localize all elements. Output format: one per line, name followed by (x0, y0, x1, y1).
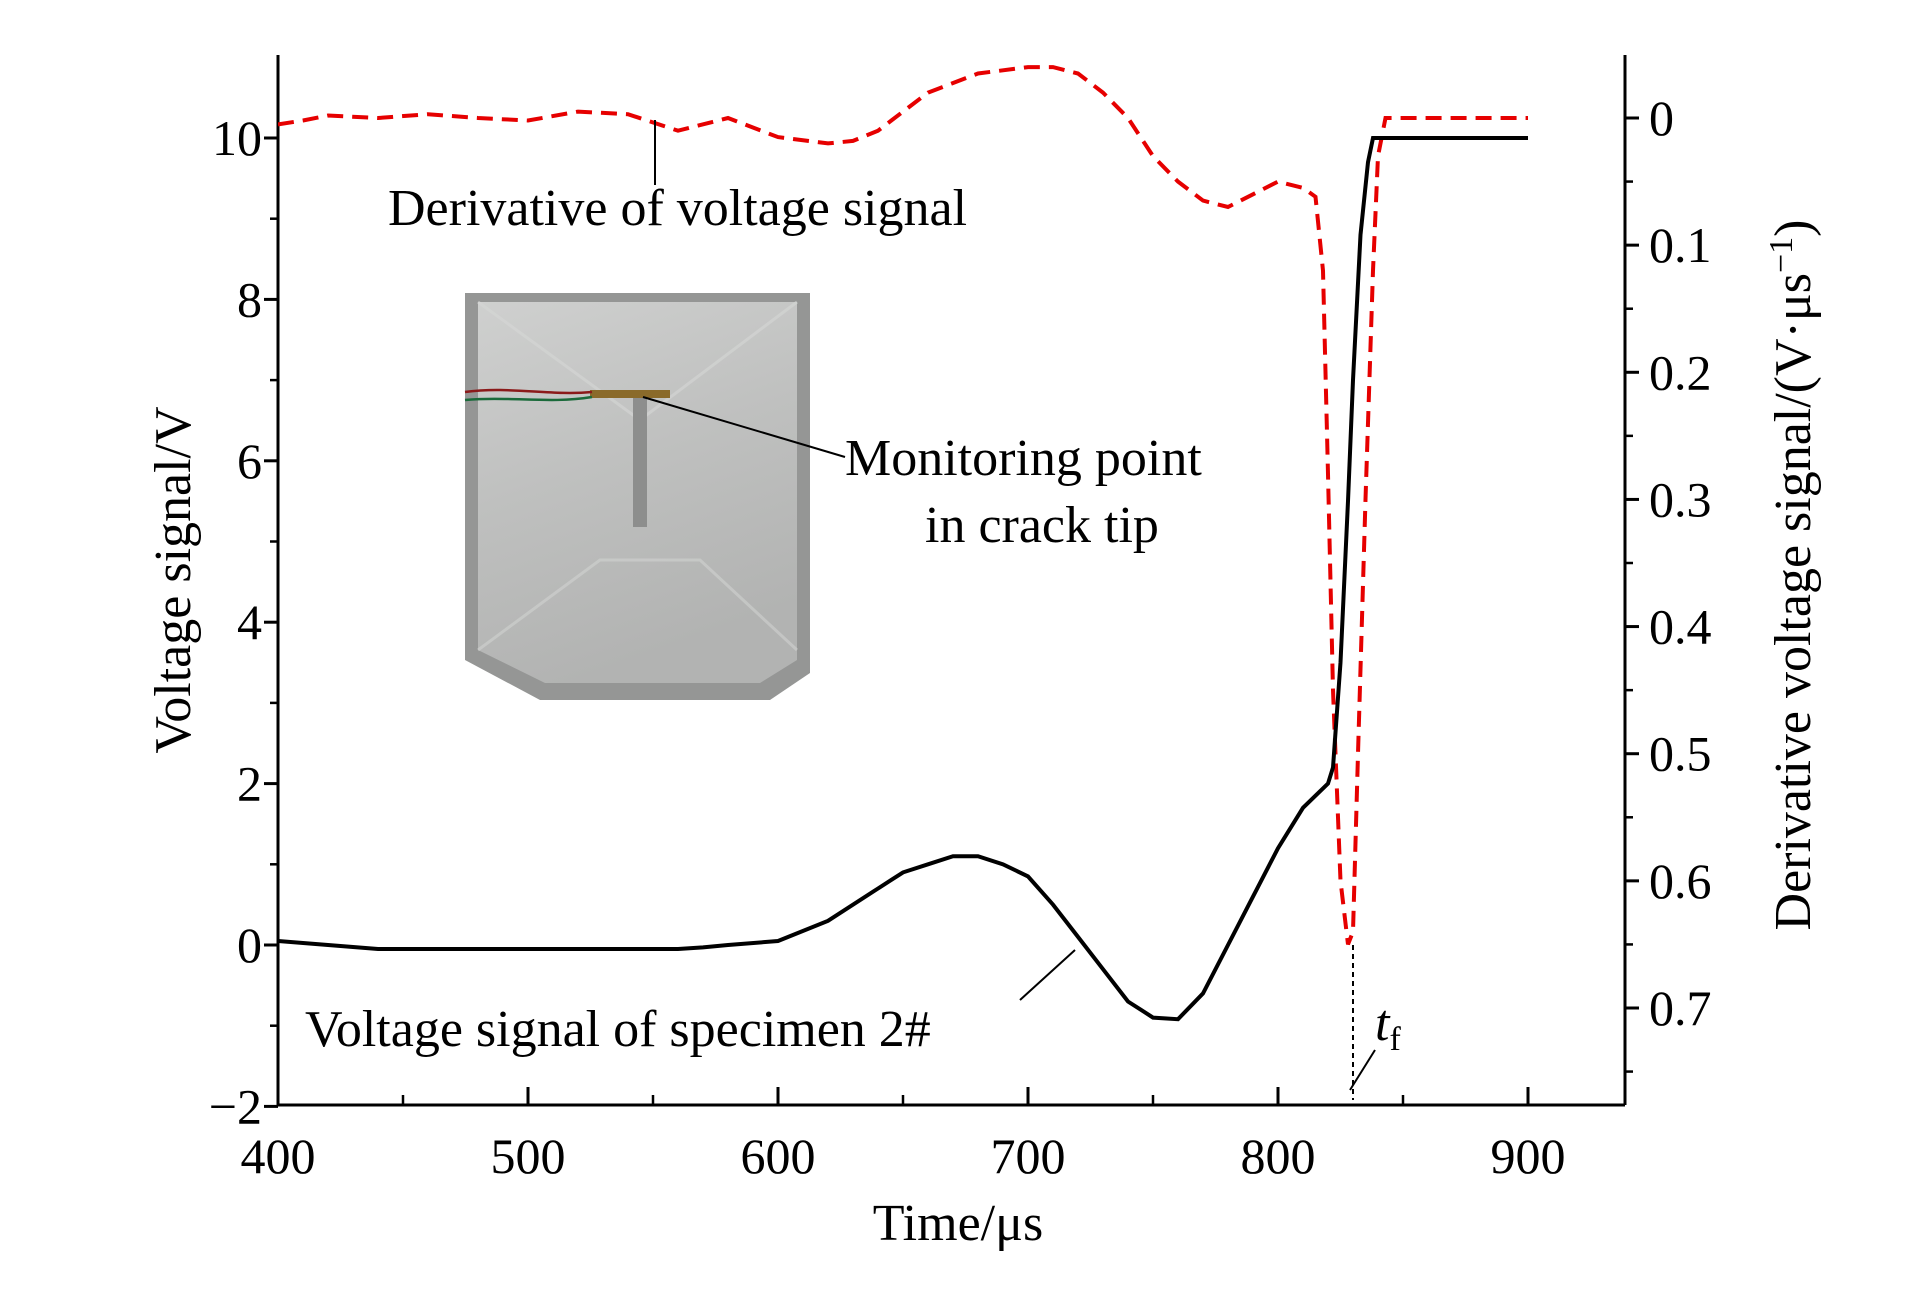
axes (276, 55, 1627, 1107)
x-axis-title: Time/μs (873, 1195, 1043, 1252)
leader-tf (1349, 1049, 1376, 1091)
y-tick-label: 4 (237, 594, 262, 650)
y2-tick-label: 0.7 (1649, 980, 1712, 1036)
y-tick-label: 0 (237, 917, 262, 973)
x-tick-label: 600 (741, 1128, 816, 1184)
y2-tick-label: 0 (1649, 90, 1674, 146)
x-tick-label: 700 (991, 1128, 1066, 1184)
wire-red (464, 388, 593, 395)
y2-tick-label: 0.1 (1649, 217, 1712, 273)
x-tick-label: 400 (241, 1128, 316, 1184)
y2-tick-label: 0.2 (1649, 344, 1712, 400)
y2-tick-label: 0.6 (1649, 853, 1712, 909)
x-tick-label: 500 (491, 1128, 566, 1184)
crack-slot (633, 395, 647, 527)
tick-labels: 400 500 600 700 800 900 −2 0 2 4 6 8 10 0 0.1 0.2 0.3 0.4… (209, 90, 1712, 1184)
inset-photo (464, 293, 810, 700)
y-tick-label: 6 (237, 433, 262, 489)
annotation-tf: tf (1375, 995, 1401, 1058)
leader-monitoring (642, 396, 846, 458)
x-tick-label: 800 (1241, 1128, 1316, 1184)
annotation-monitoring-point: Monitoring point (845, 430, 1202, 487)
y-axis-title: Voltage signal/V (145, 406, 202, 753)
y2-tick-label: 0.5 (1649, 726, 1712, 782)
series-voltage-line (278, 136, 1528, 1022)
y-tick-label: 8 (237, 271, 262, 327)
ticks (264, 116, 1639, 1108)
y2-tick-label: 0.3 (1649, 471, 1712, 527)
leader-voltage (1019, 949, 1076, 1001)
annotation-derivative: Derivative of voltage signal (388, 180, 967, 237)
sensor-strip (590, 390, 670, 398)
annotation-voltage-specimen: Voltage signal of specimen 2# (305, 1001, 931, 1058)
wire-green (464, 395, 593, 402)
y2-axis-title: Derivative voltage signal/(V·μs−1) (1763, 220, 1822, 931)
y-tick-label: −2 (209, 1078, 262, 1134)
x-tick-label: 900 (1491, 1128, 1566, 1184)
series-derivative-line (278, 65, 1528, 946)
y2-tick-label: 0.4 (1649, 599, 1712, 655)
y-tick-label: 10 (212, 110, 262, 166)
annotation-crack-tip: in crack tip (925, 497, 1159, 554)
y-tick-label: 2 (237, 756, 262, 812)
